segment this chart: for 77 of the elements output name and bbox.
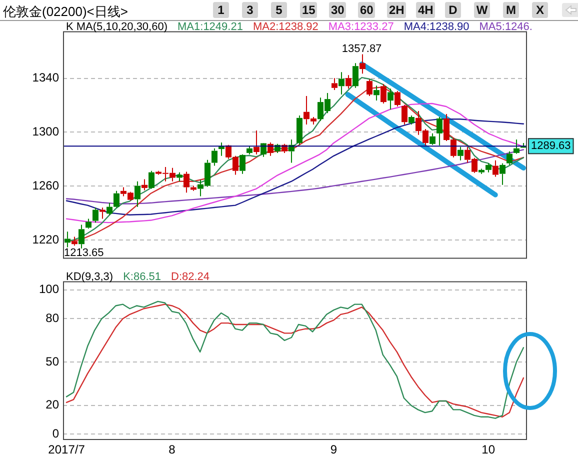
candlestick xyxy=(402,104,408,126)
y-tick-label: 1340 xyxy=(32,70,60,85)
ref-line-label: 1289.63 xyxy=(531,140,571,152)
candlestick xyxy=(114,190,120,208)
y-tick-label: 1260 xyxy=(32,178,60,192)
y-tick-label: 1220 xyxy=(32,232,60,246)
candlestick xyxy=(478,168,484,174)
text: 4H xyxy=(416,2,436,18)
text: X xyxy=(532,2,548,18)
text: M xyxy=(503,2,519,18)
text: MA1:1249.21 xyxy=(178,21,243,33)
x-tick-label: 8 xyxy=(168,442,176,457)
chart-title: 伦敦金(02200)<日线> xyxy=(3,3,128,21)
candlestick xyxy=(212,148,218,166)
x-tick-label: 9 xyxy=(330,442,338,457)
candlestick xyxy=(346,74,352,90)
candlestick xyxy=(394,90,400,107)
candlestick xyxy=(92,207,98,224)
candlestick xyxy=(296,115,302,146)
y-tick-label: 80 xyxy=(46,311,60,326)
annotation: 1213.65 xyxy=(64,247,104,260)
legend-title: KD(9,3,3) xyxy=(66,271,114,283)
candlestick xyxy=(506,150,512,166)
x-tick-label: 10 xyxy=(482,442,496,457)
candlestick xyxy=(374,85,380,102)
text: 60 xyxy=(358,2,376,18)
y-tick-label: 50 xyxy=(46,354,60,368)
candlestick xyxy=(106,202,112,216)
text: 3 xyxy=(242,2,258,18)
candlestick xyxy=(332,78,338,91)
y-tick-label: 0 xyxy=(52,426,60,441)
candlestick xyxy=(184,171,190,194)
candlestick xyxy=(86,218,92,230)
text: D:82.24 xyxy=(171,271,210,283)
text: 15 xyxy=(300,2,318,18)
text: 30 xyxy=(329,2,346,18)
candlestick xyxy=(430,132,436,146)
candlestick xyxy=(254,130,260,155)
y-tick-label: 1300 xyxy=(32,124,60,139)
text: 2H xyxy=(387,2,406,18)
text: MA5:1246. xyxy=(479,21,532,33)
candlestick xyxy=(148,170,154,190)
candlestick xyxy=(142,178,148,191)
text: MA2:1238.92 xyxy=(252,21,318,33)
candlestick xyxy=(366,79,372,96)
candlestick xyxy=(246,146,252,155)
candlestick xyxy=(352,62,358,88)
annotation: 1357.87 xyxy=(342,42,382,55)
candlestick xyxy=(388,88,394,110)
text: D xyxy=(445,2,461,18)
text: W xyxy=(474,2,490,18)
candlestick xyxy=(492,160,498,178)
candlestick xyxy=(78,224,84,249)
text: MA3:1233.27 xyxy=(328,21,394,33)
candlestick xyxy=(72,236,78,246)
candlestick xyxy=(436,116,442,146)
candlestick xyxy=(486,162,492,173)
candlestick xyxy=(408,115,414,126)
candlestick xyxy=(134,180,140,208)
candlestick xyxy=(64,231,70,248)
candlestick xyxy=(338,72,344,95)
legend-title: K MA(5,10,20,30,60) xyxy=(66,21,168,33)
candlestick xyxy=(260,143,266,158)
y-tick-label: 20 xyxy=(46,398,60,412)
x-tick-label: 2017/7 xyxy=(48,442,86,457)
candlestick xyxy=(514,138,520,154)
candlestick xyxy=(100,207,106,220)
candlestick xyxy=(500,162,506,186)
candlestick xyxy=(240,154,246,174)
text: 5 xyxy=(271,2,287,18)
candlestick xyxy=(380,84,386,104)
candlestick xyxy=(458,146,464,161)
series-label: K:86.51 xyxy=(123,271,161,283)
text: 1 xyxy=(213,2,229,18)
y-tick-label: 100 xyxy=(38,282,60,296)
candlestick xyxy=(360,54,366,74)
text: MA4:1238.90 xyxy=(404,21,470,33)
